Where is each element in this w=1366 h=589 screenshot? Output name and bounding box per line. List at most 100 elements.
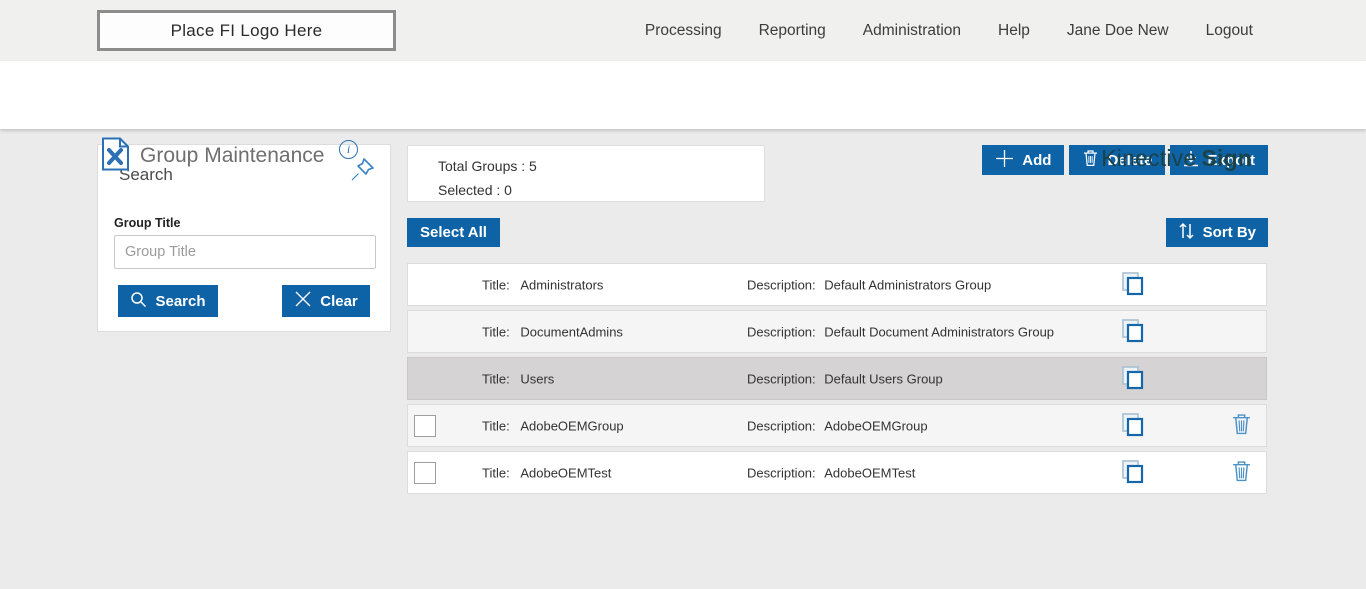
- copy-icon: [1119, 270, 1146, 300]
- action-buttons: Add Delete Export: [982, 145, 1268, 175]
- selected-line: Selected : 0: [438, 178, 764, 202]
- row-title: Title: AdobeOEMGroup: [482, 418, 624, 433]
- row-description-prefix: Description:: [747, 465, 816, 480]
- row-copy-button[interactable]: [1115, 362, 1149, 396]
- export-button[interactable]: Export: [1170, 145, 1268, 175]
- row-title-prefix: Title:: [482, 324, 510, 339]
- total-groups-value: 5: [529, 158, 537, 174]
- row-description-value: AdobeOEMTest: [824, 465, 916, 480]
- row-checkbox[interactable]: [414, 461, 436, 484]
- row-description: Description: AdobeOEMTest: [747, 465, 915, 480]
- nav-administration[interactable]: Administration: [862, 21, 962, 39]
- select-all-label: Select All: [420, 224, 487, 241]
- row-copy-button[interactable]: [1115, 409, 1149, 443]
- total-groups-line: Total Groups : 5: [438, 154, 764, 178]
- page-title: Group Maintenance: [140, 144, 325, 167]
- group-row-2[interactable]: Title: DocumentAdmins Description: Defau…: [407, 310, 1267, 353]
- row-description-prefix: Description:: [747, 324, 816, 339]
- row-title: Title: Users: [482, 371, 554, 386]
- page-header: Group Maintenance i Kinective Sign: [0, 61, 1366, 171]
- nav-help[interactable]: Help: [998, 21, 1030, 39]
- total-groups-label: Total Groups :: [438, 158, 526, 174]
- sort-by-button[interactable]: Sort By: [1165, 218, 1268, 247]
- summary-box: Total Groups : 5 Selected : 0: [407, 145, 765, 202]
- clear-button-label: Clear: [320, 292, 358, 310]
- export-button-label: Export: [1207, 151, 1255, 169]
- row-title-value: DocumentAdmins: [520, 324, 623, 339]
- magnifier-icon: [130, 291, 147, 312]
- row-description-value: Default Administrators Group: [824, 277, 992, 292]
- nav-reporting[interactable]: Reporting: [758, 21, 826, 39]
- pushpin-icon: [349, 158, 377, 186]
- row-title-prefix: Title:: [482, 418, 510, 433]
- group-row-1[interactable]: Title: Administrators Description: Defau…: [407, 263, 1267, 306]
- selected-label: Selected :: [438, 182, 501, 198]
- sort-by-label: Sort By: [1202, 224, 1256, 241]
- row-title: Title: AdobeOEMTest: [482, 465, 611, 480]
- copy-icon: [1119, 458, 1146, 488]
- clear-button[interactable]: Clear: [282, 285, 370, 317]
- row-description-value: Default Users Group: [824, 371, 943, 386]
- plus-icon: [995, 149, 1014, 172]
- row-description-prefix: Description:: [747, 277, 816, 292]
- nav-user-menu[interactable]: Jane Doe New: [1066, 21, 1169, 39]
- delete-button[interactable]: Delete: [1069, 145, 1166, 175]
- group-title-input[interactable]: [114, 235, 376, 269]
- row-description-value: AdobeOEMGroup: [824, 418, 928, 433]
- up-down-arrows-icon: [1178, 222, 1195, 244]
- row-title: Title: DocumentAdmins: [482, 324, 623, 339]
- row-checkbox[interactable]: [414, 414, 436, 437]
- row-description-prefix: Description:: [747, 418, 816, 433]
- row-delete-button[interactable]: [1224, 409, 1258, 443]
- search-button-label: Search: [155, 292, 206, 310]
- search-panel-title: Search: [119, 165, 173, 184]
- brand-name: Kinective: [1101, 145, 1197, 171]
- row-description: Description: Default Administrators Grou…: [747, 277, 991, 292]
- group-row-5[interactable]: Title: AdobeOEMTest Description: AdobeOE…: [407, 451, 1267, 494]
- info-icon[interactable]: i: [339, 140, 358, 159]
- group-title-label: Group Title: [114, 216, 181, 230]
- group-row-3[interactable]: Title: Users Description: Default Users …: [407, 357, 1267, 400]
- row-delete-button[interactable]: [1224, 456, 1258, 490]
- row-copy-button[interactable]: [1115, 268, 1149, 302]
- nav-processing[interactable]: Processing: [644, 21, 722, 39]
- search-panel: Search Group Title Search Clear: [97, 144, 391, 332]
- trash-icon: [1082, 149, 1099, 171]
- download-icon: [1183, 150, 1199, 171]
- add-button-label: Add: [1022, 151, 1052, 169]
- select-all-button[interactable]: Select All: [407, 218, 500, 247]
- row-description: Description: Default Users Group: [747, 371, 943, 386]
- x-icon: [294, 290, 312, 312]
- row-description: Description: Default Document Administra…: [747, 324, 1054, 339]
- group-list: Title: Administrators Description: Defau…: [407, 263, 1267, 498]
- row-copy-button[interactable]: [1115, 315, 1149, 349]
- row-title-prefix: Title:: [482, 371, 510, 386]
- row-description-value: Default Document Administrators Group: [824, 324, 1055, 339]
- copy-icon: [1119, 317, 1146, 347]
- copy-icon: [1119, 364, 1146, 394]
- topbar: Place FI Logo Here Processing Reporting …: [0, 0, 1366, 61]
- row-title-value: AdobeOEMTest: [520, 465, 612, 480]
- row-copy-button[interactable]: [1115, 456, 1149, 490]
- selected-value: 0: [504, 182, 512, 198]
- trash-icon: [1231, 412, 1252, 439]
- brand-logo: Kinective Sign: [1101, 145, 1252, 172]
- fi-logo-placeholder: Place FI Logo Here: [97, 10, 396, 51]
- group-row-4[interactable]: Title: AdobeOEMGroup Description: AdobeO…: [407, 404, 1267, 447]
- pin-panel-button[interactable]: [348, 155, 378, 185]
- brand-product: Sign: [1201, 145, 1252, 171]
- row-title-value: AdobeOEMGroup: [520, 418, 624, 433]
- trash-icon: [1231, 459, 1252, 486]
- nav-logout[interactable]: Logout: [1205, 21, 1253, 39]
- search-button[interactable]: Search: [118, 285, 218, 317]
- fi-logo-text: Place FI Logo Here: [170, 20, 323, 40]
- row-description-prefix: Description:: [747, 371, 816, 386]
- row-title-prefix: Title:: [482, 465, 510, 480]
- document-tools-icon: [100, 137, 131, 176]
- row-description: Description: AdobeOEMGroup: [747, 418, 928, 433]
- add-button[interactable]: Add: [982, 145, 1065, 175]
- delete-button-label: Delete: [1107, 151, 1153, 169]
- row-title: Title: Administrators: [482, 277, 603, 292]
- row-title-prefix: Title:: [482, 277, 510, 292]
- top-navigation: Processing Reporting Administration Help…: [645, 0, 1253, 61]
